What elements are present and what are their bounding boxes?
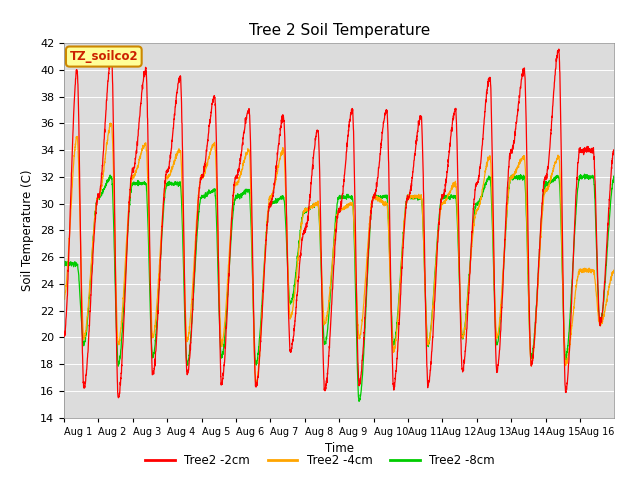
X-axis label: Time: Time (324, 442, 354, 455)
Legend: Tree2 -2cm, Tree2 -4cm, Tree2 -8cm: Tree2 -2cm, Tree2 -4cm, Tree2 -8cm (141, 449, 499, 472)
Y-axis label: Soil Temperature (C): Soil Temperature (C) (22, 169, 35, 291)
Text: TZ_soilco2: TZ_soilco2 (70, 50, 138, 63)
Title: Tree 2 Soil Temperature: Tree 2 Soil Temperature (248, 23, 430, 38)
